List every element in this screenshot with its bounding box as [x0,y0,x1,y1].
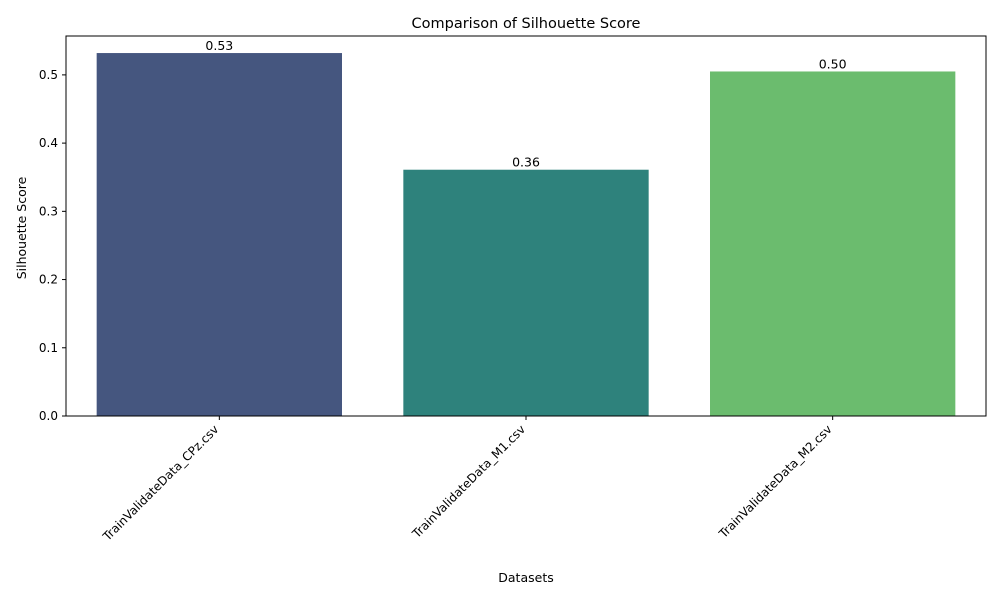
data-labels-layer: 0.53 0.36 0.50 [205,38,846,170]
y-tick-label-1: 0.0 [39,409,58,423]
data-label-2: 0.36 [512,155,540,170]
data-label-3: 0.50 [819,56,847,71]
y-tick-label-3: 0.2 [39,273,58,287]
bar-3 [710,71,956,416]
bar-1 [96,53,343,416]
chart-title: Comparison of Silhouette Score [412,16,641,32]
bar-2 [403,169,649,416]
x-axis: TrainValidateData_CPz.csv TrainValidateDa… [99,416,835,544]
data-label-1: 0.53 [205,38,233,53]
y-tick-label-5: 0.4 [39,136,58,150]
x-tick-label-1: TrainValidateData_CPz.csv [99,422,221,544]
x-axis-label: Datasets [498,570,553,585]
y-axis: 0.0 0.1 0.2 0.3 0.4 0.5 [39,68,66,423]
y-tick-label-4: 0.3 [39,204,58,218]
y-tick-label-2: 0.1 [39,341,58,355]
bars-layer [96,53,956,416]
x-tick-label-2: TrainValidateData_M1.csv [409,422,528,541]
y-axis-label: Silhouette Score [14,176,29,279]
x-tick-label-3: TrainValidateData_M2.csv [716,422,835,541]
y-tick-label-6: 0.5 [39,68,58,82]
plot-frame [65,35,987,417]
